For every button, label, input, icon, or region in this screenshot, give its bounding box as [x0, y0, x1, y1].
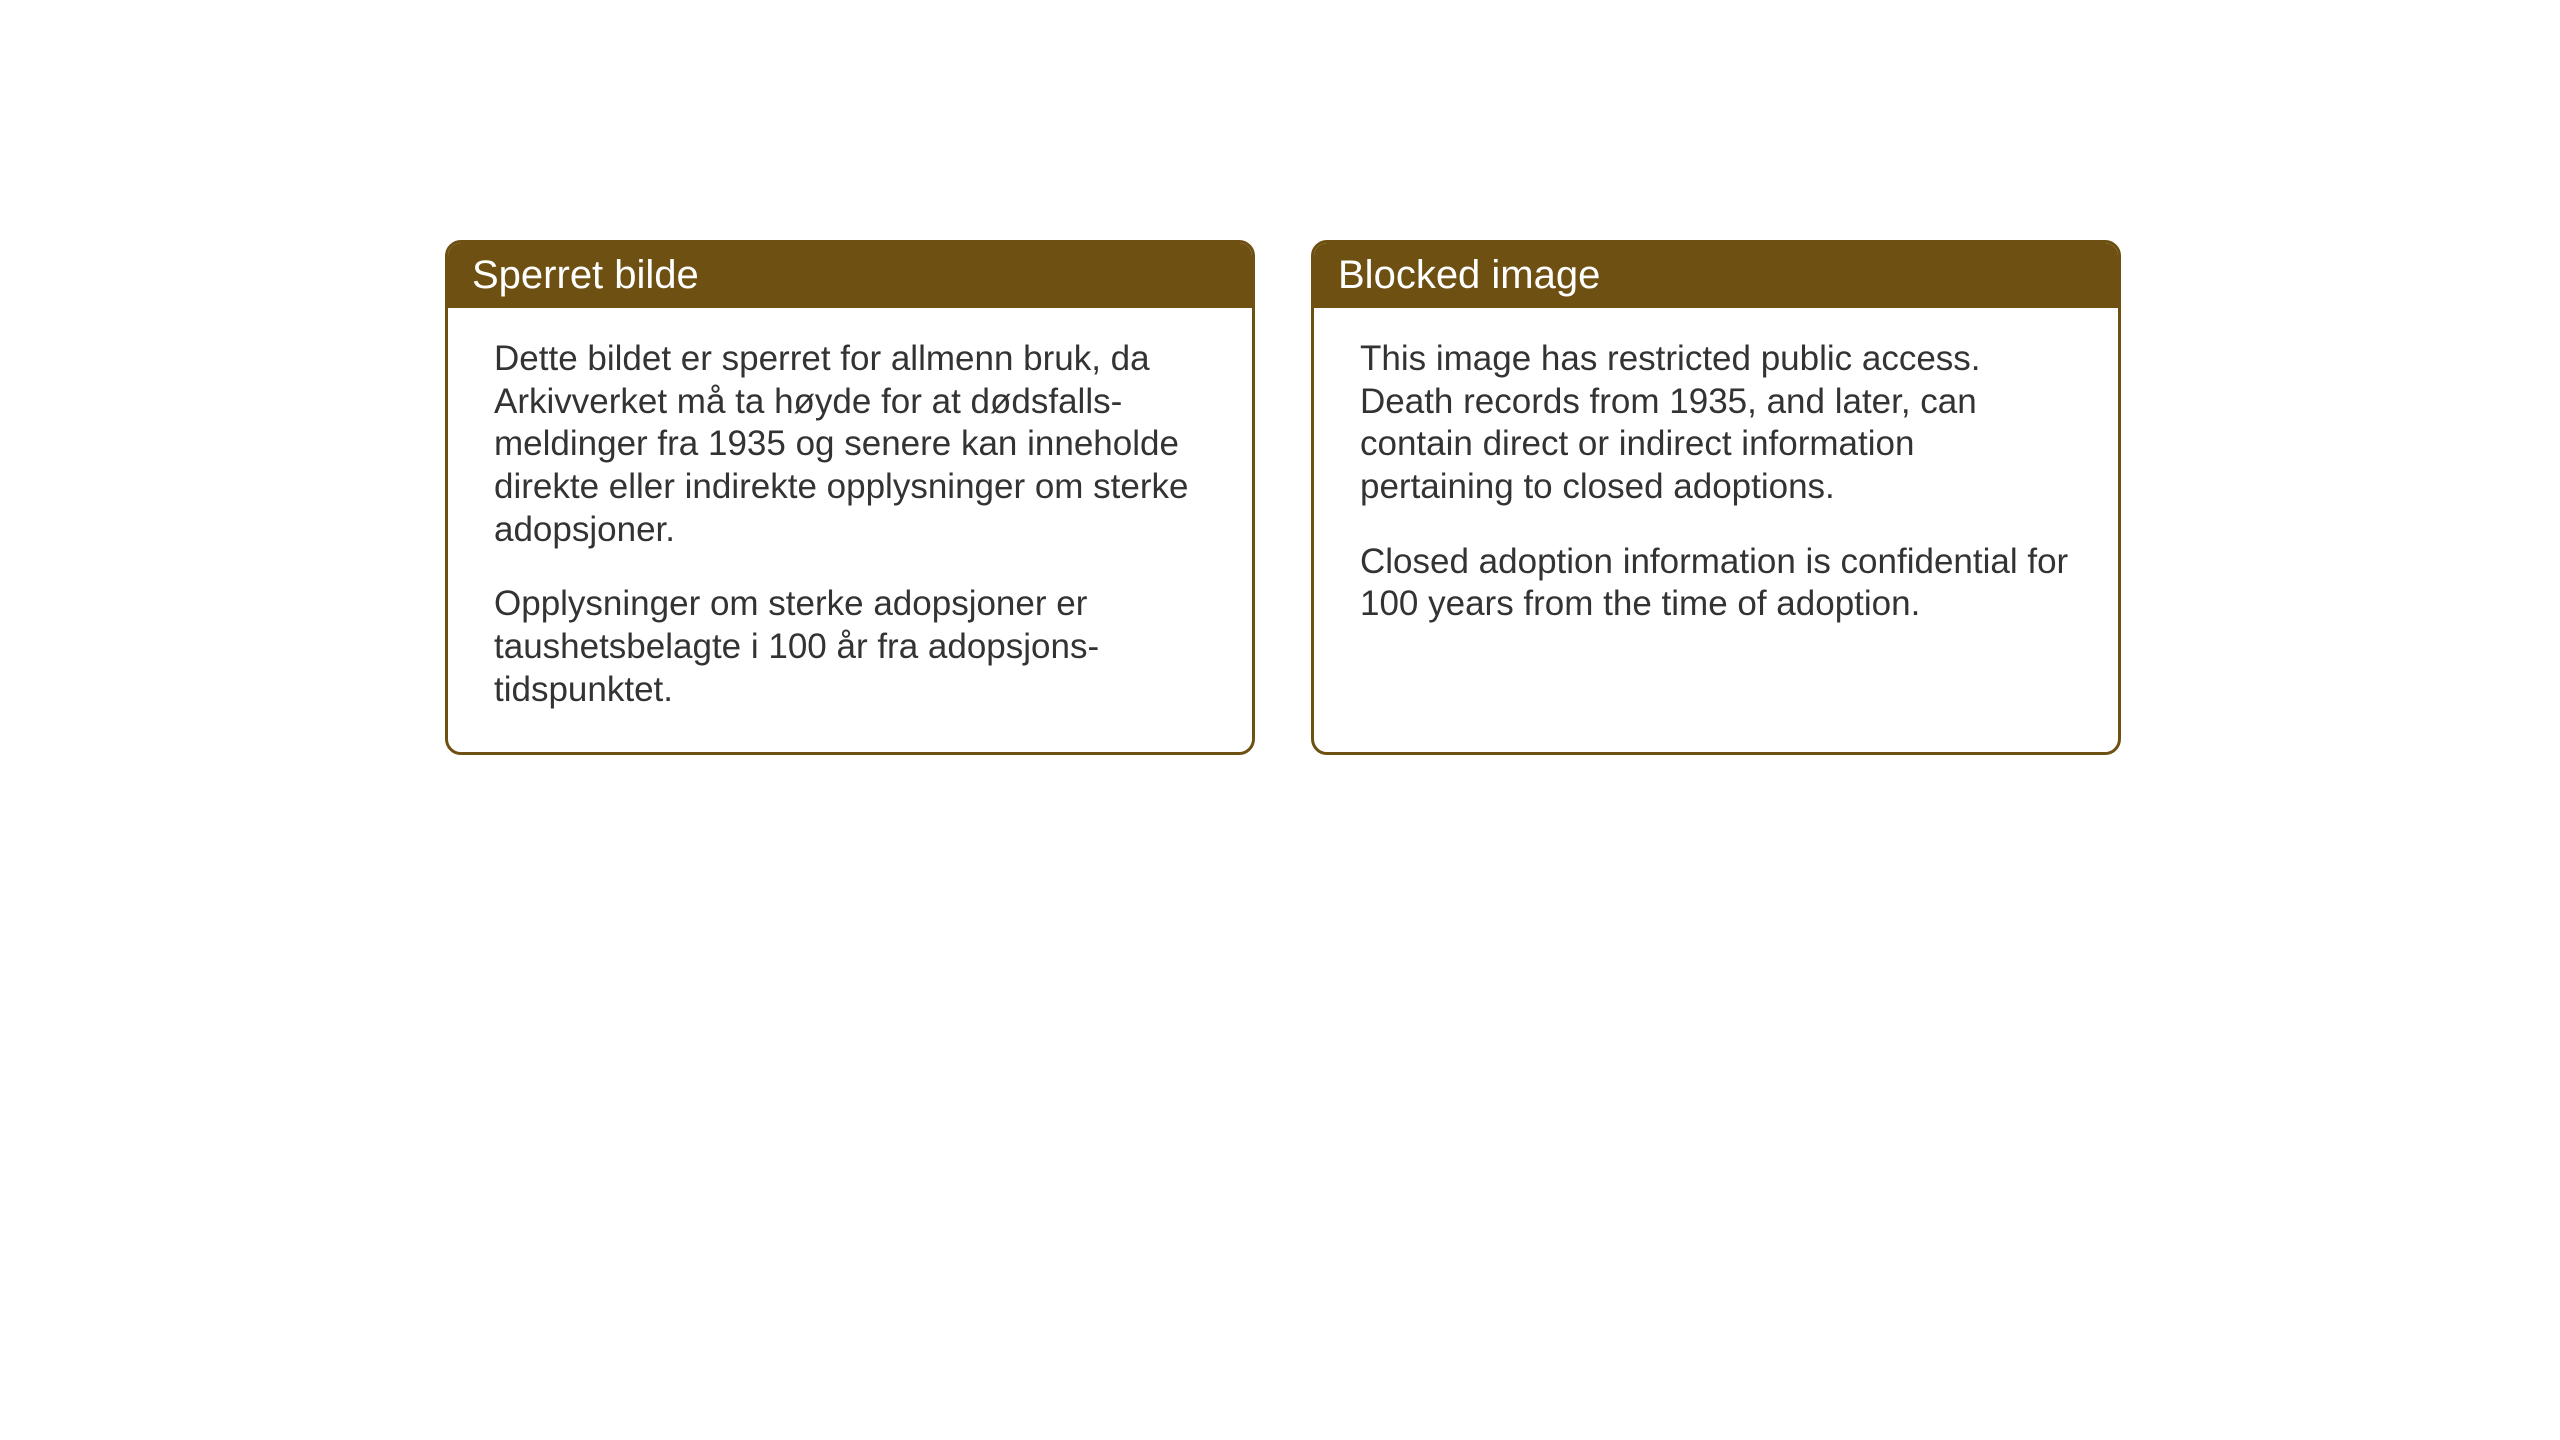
card-norwegian: Sperret bilde Dette bildet er sperret fo…	[445, 240, 1255, 755]
card-paragraph: Dette bildet er sperret for allmenn bruk…	[494, 338, 1206, 551]
card-paragraph: Closed adoption information is confident…	[1360, 541, 2072, 626]
card-title: Sperret bilde	[472, 253, 699, 297]
card-header-norwegian: Sperret bilde	[448, 243, 1252, 308]
cards-container: Sperret bilde Dette bildet er sperret fo…	[445, 240, 2121, 755]
card-english: Blocked image This image has restricted …	[1311, 240, 2121, 755]
card-body-norwegian: Dette bildet er sperret for allmenn bruk…	[448, 308, 1252, 752]
card-paragraph: This image has restricted public access.…	[1360, 338, 2072, 509]
card-header-english: Blocked image	[1314, 243, 2118, 308]
card-title: Blocked image	[1338, 253, 1600, 297]
card-body-english: This image has restricted public access.…	[1314, 308, 2118, 666]
card-paragraph: Opplysninger om sterke adopsjoner er tau…	[494, 583, 1206, 711]
